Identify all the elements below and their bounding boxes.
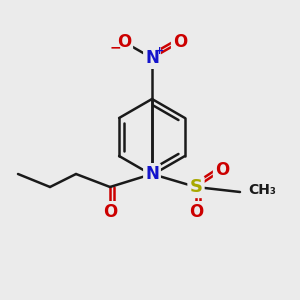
Text: O: O	[189, 203, 203, 221]
Text: O: O	[117, 33, 131, 51]
Text: O: O	[103, 203, 117, 221]
Text: O: O	[173, 33, 187, 51]
Text: N: N	[145, 165, 159, 183]
Text: +: +	[155, 46, 165, 56]
Text: O: O	[215, 161, 229, 179]
Text: CH₃: CH₃	[248, 183, 276, 197]
Text: S: S	[190, 178, 202, 196]
Text: −: −	[109, 40, 121, 54]
Text: N: N	[145, 49, 159, 67]
